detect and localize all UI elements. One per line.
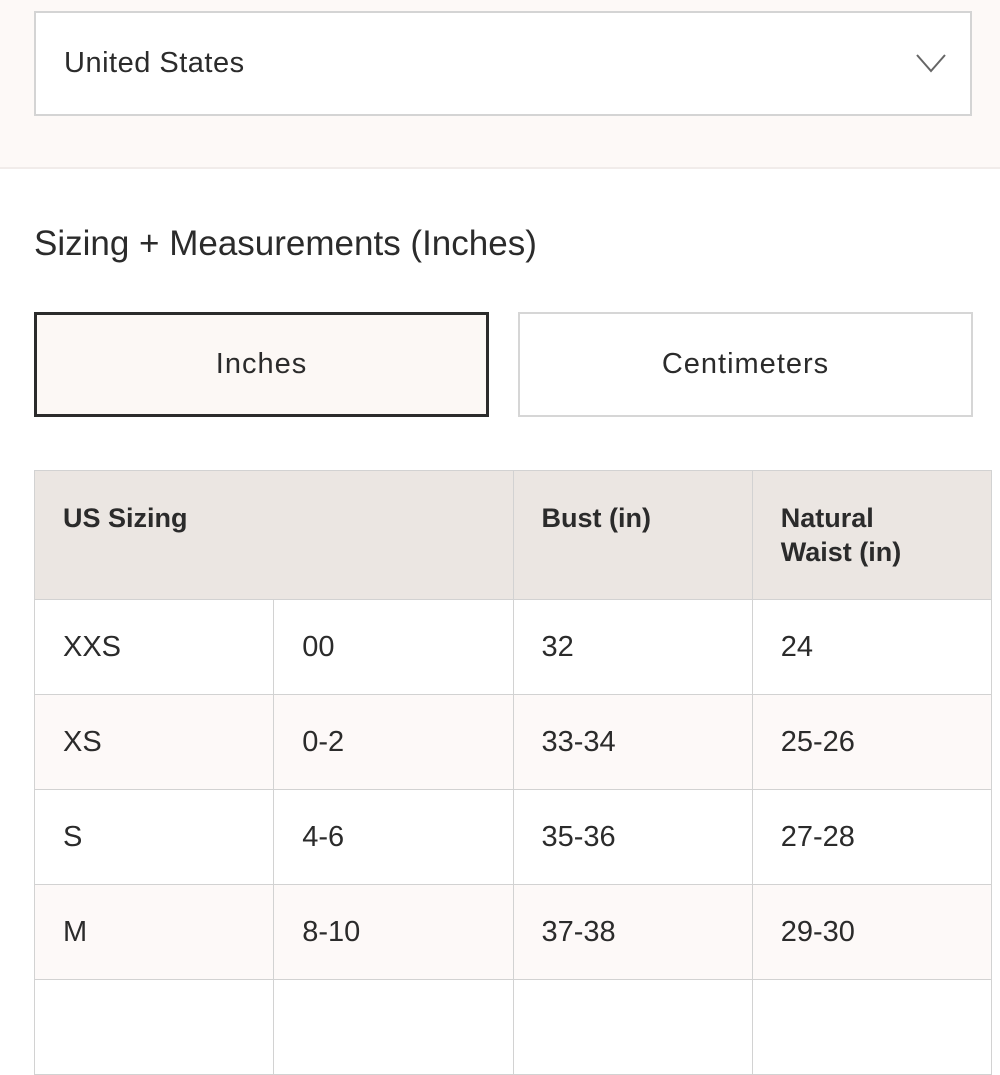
cell: M bbox=[33, 884, 275, 980]
page-title: Sizing + Measurements (Inches) bbox=[34, 224, 537, 263]
table-row: XXS 00 32 24 bbox=[33, 599, 993, 695]
cell: XS bbox=[33, 694, 275, 790]
chevron-down-icon bbox=[916, 54, 946, 73]
header-us-sizing: US Sizing bbox=[34, 470, 514, 600]
table-row: S 4-6 35-36 27-28 bbox=[33, 789, 993, 885]
header-waist: Natural Waist (in) bbox=[751, 470, 993, 600]
cell: 35-36 bbox=[512, 789, 753, 885]
cell: 25-26 bbox=[751, 694, 993, 790]
cell: 32 bbox=[512, 599, 753, 695]
country-select-value: United States bbox=[64, 47, 245, 79]
cell: S bbox=[33, 789, 275, 885]
cell: 29-30 bbox=[751, 884, 993, 980]
country-select[interactable]: United States bbox=[34, 11, 972, 116]
cell: XXS bbox=[33, 599, 275, 695]
size-table: US Sizing Bust (in) Natural Waist (in) X… bbox=[33, 470, 993, 1075]
centimeters-button[interactable]: Centimeters bbox=[518, 312, 973, 417]
cell: 24 bbox=[751, 599, 993, 695]
cell bbox=[33, 979, 275, 1075]
cell: 27-28 bbox=[751, 789, 993, 885]
table-row: M 8-10 37-38 29-30 bbox=[33, 884, 993, 980]
cell bbox=[273, 979, 514, 1075]
cell bbox=[751, 979, 993, 1075]
cell: 37-38 bbox=[512, 884, 753, 980]
table-row bbox=[33, 979, 993, 1075]
table-row: XS 0-2 33-34 25-26 bbox=[33, 694, 993, 790]
cell: 00 bbox=[273, 599, 514, 695]
cell bbox=[512, 979, 753, 1075]
cell: 33-34 bbox=[512, 694, 753, 790]
header-bust: Bust (in) bbox=[512, 470, 753, 600]
cell: 8-10 bbox=[273, 884, 514, 980]
country-section: United States bbox=[0, 0, 1000, 169]
cell: 0-2 bbox=[273, 694, 514, 790]
inches-button[interactable]: Inches bbox=[34, 312, 489, 417]
cell: 4-6 bbox=[273, 789, 514, 885]
table-header-row: US Sizing Bust (in) Natural Waist (in) bbox=[34, 470, 993, 600]
